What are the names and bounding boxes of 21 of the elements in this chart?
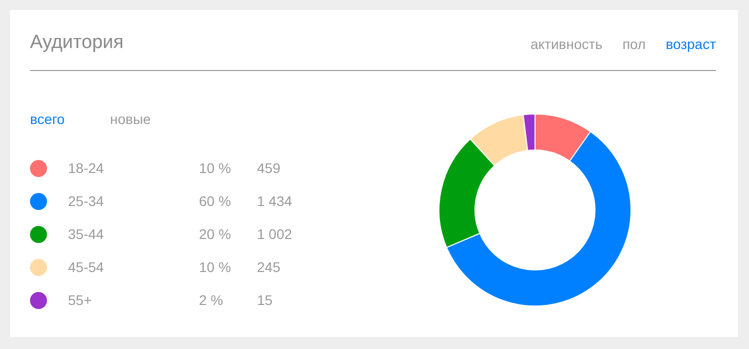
text: 15 (257, 292, 273, 308)
text: активность (530, 36, 602, 52)
text: всего (30, 111, 66, 127)
data-label: 2 % (199, 292, 224, 308)
legend-label: 55+ (68, 292, 92, 308)
legend-label: 18-24 (68, 160, 104, 176)
data-label: 10 % (199, 259, 231, 275)
text: пол (622, 36, 646, 52)
text: 1 434 (257, 193, 292, 209)
text: 459 (257, 160, 280, 176)
data-label: 20 % (199, 226, 231, 242)
data-label: 10 % (199, 160, 231, 176)
text: новые (110, 111, 152, 127)
legend-label: 25-34 (68, 193, 104, 209)
chart-title: Аудитория (30, 32, 124, 54)
text: 245 (257, 259, 280, 275)
legend-label: 35-44 (68, 226, 104, 242)
text: 1 002 (257, 226, 292, 242)
data-label: 60 % (199, 193, 231, 209)
text: возраст (666, 36, 716, 52)
legend-label: 45-54 (68, 259, 104, 275)
